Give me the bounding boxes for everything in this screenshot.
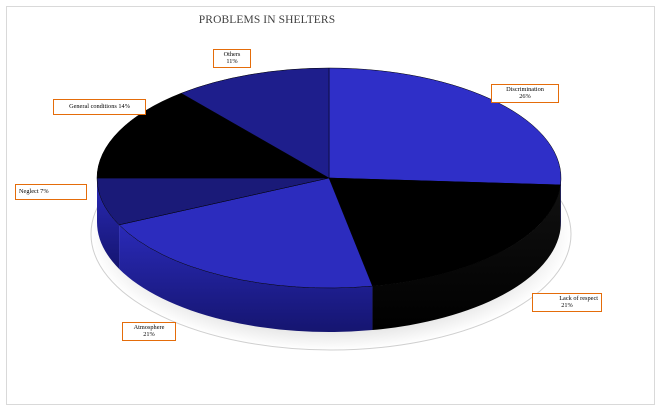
label-lack-of-respect-value: 21%: [561, 302, 573, 310]
chart-area: PROBLEMS IN SHELTERS Others 11% Discrimi…: [6, 6, 655, 405]
label-discrimination-value: 26%: [519, 93, 531, 101]
pie-chart-plot: [90, 67, 572, 351]
label-atmosphere-name: Atmosphere: [133, 324, 165, 331]
label-atmosphere-value: 21%: [143, 331, 155, 339]
label-general-conditions-name: General conditions: [69, 103, 117, 110]
pie-slice-neglect: [96, 177, 330, 226]
pie-slice-lack-of-respect: [328, 177, 561, 287]
label-neglect-name: Neglect: [19, 188, 39, 195]
pie-slice-others: [180, 67, 330, 179]
label-atmosphere: Atmosphere 21%: [122, 322, 176, 341]
pie-slice-atmosphere: [118, 177, 373, 289]
chart-title: PROBLEMS IN SHELTERS: [198, 14, 336, 26]
pie-side-atmosphere: [119, 224, 373, 333]
pie-side-lack-of-respect: [372, 184, 561, 331]
label-general-conditions: General conditions 14%: [53, 99, 146, 115]
pie-side-neglect: [97, 178, 120, 269]
label-others: Others 11%: [213, 49, 251, 68]
label-neglect: Neglect 7%: [15, 184, 87, 200]
label-general-conditions-value: 14%: [118, 103, 130, 110]
label-neglect-value: 7%: [40, 188, 49, 195]
label-discrimination: Discrimination 26%: [491, 84, 559, 103]
pie-slice-general-conditions: [96, 92, 330, 179]
label-others-value: 11%: [226, 58, 238, 66]
label-others-name: Others: [223, 51, 241, 58]
label-discrimination-name: Discrimination: [506, 86, 544, 93]
label-lack-of-respect-name: Lack of respect: [559, 295, 598, 302]
label-lack-of-respect: Lack of respect 21%: [532, 293, 602, 312]
